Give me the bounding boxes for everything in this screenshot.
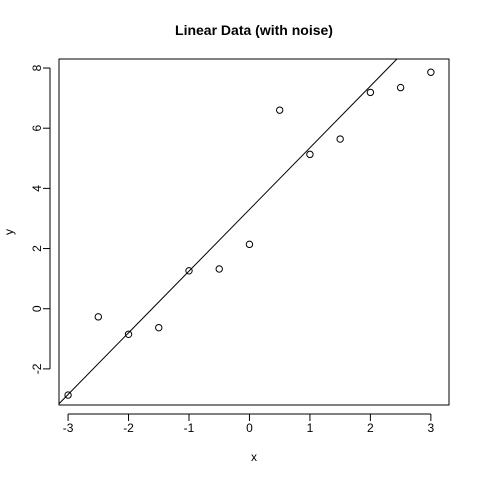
y-tick-label: 8 [30, 64, 44, 71]
scatter-point [155, 323, 163, 332]
x-tick-label: 2 [367, 421, 374, 435]
scatter-point [427, 68, 435, 76]
scatter-point [396, 83, 405, 92]
scatter-point [215, 265, 223, 273]
x-axis-label: x [251, 450, 257, 464]
y-axis-label: y [2, 229, 16, 235]
fit-line [59, 59, 398, 405]
y-tick-label: 4 [30, 185, 44, 192]
x-tick-label: 0 [246, 421, 253, 435]
plot-frame [58, 58, 450, 406]
scatter-point [366, 88, 375, 97]
chart-title: Linear Data (with noise) [175, 22, 333, 38]
y-tick-label: 6 [30, 125, 44, 132]
scatter-point [275, 106, 284, 114]
y-tick-label: 2 [30, 245, 44, 252]
scatter-point [245, 240, 254, 249]
y-tick-label: 0 [30, 305, 44, 312]
scatter-point [336, 135, 344, 143]
x-axis: -3 -2 -1 0 1 2 3 [63, 413, 435, 435]
x-tick-label: -3 [63, 421, 74, 435]
y-axis: -2 0 2 4 6 8 [30, 64, 51, 374]
y-tick-label: -2 [30, 363, 44, 374]
x-tick-label: 3 [428, 421, 435, 435]
x-tick-label: -2 [123, 421, 134, 435]
points-layer [64, 68, 435, 399]
scatter-point [64, 391, 72, 399]
x-tick-label: -1 [184, 421, 195, 435]
x-tick-label: 1 [307, 421, 314, 435]
scatter-point [94, 313, 103, 321]
scatter-point [124, 330, 133, 338]
scatter-point [185, 267, 193, 275]
fit-line-layer [59, 59, 398, 405]
scatter-point [306, 150, 314, 159]
